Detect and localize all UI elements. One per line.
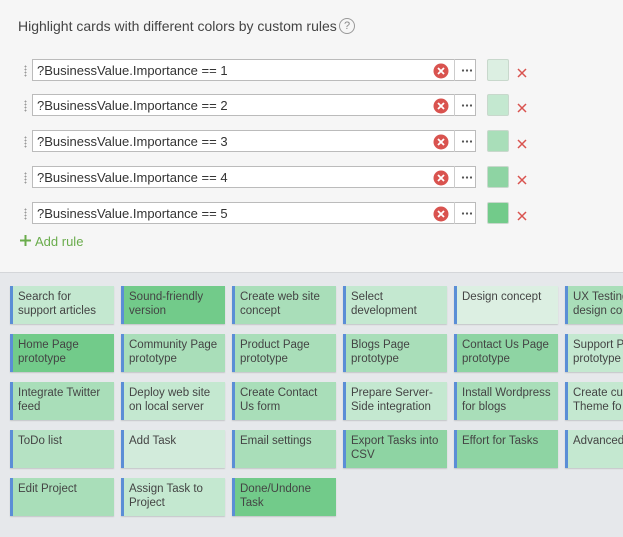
card[interactable]: Select development (343, 286, 447, 324)
rule-expression: ?BusinessValue.Importance == 2 (37, 98, 228, 113)
card[interactable]: Product Page prototype (232, 334, 336, 372)
rule-row: ?BusinessValue.Importance == 1 (0, 59, 623, 83)
color-swatch[interactable] (487, 130, 509, 152)
delete-rule[interactable] (517, 208, 527, 226)
card[interactable]: Search for support articles (10, 286, 114, 324)
help-icon[interactable]: ? (339, 18, 355, 34)
card[interactable]: Contact Us Page prototype (454, 334, 558, 372)
rule-input[interactable]: ?BusinessValue.Importance == 2 (32, 94, 476, 116)
delete-rule[interactable] (517, 65, 527, 83)
drag-handle[interactable] (24, 208, 27, 220)
color-swatch[interactable] (487, 59, 509, 81)
card[interactable]: Done/Undone Task (232, 478, 336, 516)
card[interactable]: Community Page prototype (121, 334, 225, 372)
drag-handle[interactable] (24, 65, 27, 77)
rule-expression: ?BusinessValue.Importance == 1 (37, 63, 228, 78)
rule-row: ?BusinessValue.Importance == 2 (0, 94, 623, 118)
more-button[interactable] (454, 94, 477, 116)
more-button[interactable] (454, 166, 477, 188)
color-swatch[interactable] (487, 166, 509, 188)
card[interactable]: Blogs Page prototype (343, 334, 447, 372)
rule-row: ?BusinessValue.Importance == 5 (0, 202, 623, 226)
card[interactable]: UX Testing design co (565, 286, 623, 324)
card[interactable]: Integrate Twitter feed (10, 382, 114, 420)
board: Search for support articles Sound-friendl… (0, 272, 623, 537)
plus-icon (20, 235, 31, 246)
clear-button[interactable] (433, 170, 449, 191)
rule-row: ?BusinessValue.Importance == 3 (0, 130, 623, 154)
card[interactable]: Create cus Theme fo (565, 382, 623, 420)
add-rule-label: Add rule (35, 234, 84, 249)
card[interactable]: Email settings (232, 430, 336, 468)
rule-expression: ?BusinessValue.Importance == 4 (37, 170, 228, 185)
rule-input[interactable]: ?BusinessValue.Importance == 3 (32, 130, 476, 152)
delete-rule[interactable] (517, 172, 527, 190)
card[interactable]: Home Page prototype (10, 334, 114, 372)
card[interactable]: Support P prototype (565, 334, 623, 372)
card[interactable]: ToDo list (10, 430, 114, 468)
title: Highlight cards with different colors by… (18, 18, 337, 34)
rule-expression: ?BusinessValue.Importance == 5 (37, 206, 228, 221)
card[interactable]: Prepare Server-Side integration (343, 382, 447, 420)
card[interactable]: Create Contact Us form (232, 382, 336, 420)
clear-button[interactable] (433, 98, 449, 119)
drag-handle[interactable] (24, 136, 27, 148)
rule-input[interactable]: ?BusinessValue.Importance == 1 (32, 59, 476, 81)
rule-input[interactable]: ?BusinessValue.Importance == 4 (32, 166, 476, 188)
clear-button[interactable] (433, 206, 449, 227)
card[interactable]: Effort for Tasks (454, 430, 558, 468)
rule-expression: ?BusinessValue.Importance == 3 (37, 134, 228, 149)
delete-rule[interactable] (517, 100, 527, 118)
card[interactable]: Advanced API (565, 430, 623, 468)
card[interactable]: Edit Project (10, 478, 114, 516)
drag-handle[interactable] (24, 172, 27, 184)
clear-button[interactable] (433, 134, 449, 155)
rule-input[interactable]: ?BusinessValue.Importance == 5 (32, 202, 476, 224)
card[interactable]: Assign Task to Project (121, 478, 225, 516)
clear-button[interactable] (433, 63, 449, 84)
card[interactable]: Install Wordpress for blogs (454, 382, 558, 420)
card[interactable]: Design concept (454, 286, 558, 324)
color-swatch[interactable] (487, 94, 509, 116)
rule-row: ?BusinessValue.Importance == 4 (0, 166, 623, 190)
card[interactable]: Deploy web site on local server (121, 382, 225, 420)
card[interactable]: Export Tasks into CSV (343, 430, 447, 468)
card[interactable]: Sound-friendly version (121, 286, 225, 324)
more-button[interactable] (454, 59, 477, 81)
delete-rule[interactable] (517, 136, 527, 154)
card[interactable]: Create web site concept (232, 286, 336, 324)
drag-handle[interactable] (24, 100, 27, 112)
color-swatch[interactable] (487, 202, 509, 224)
card[interactable]: Add Task (121, 430, 225, 468)
more-button[interactable] (454, 202, 477, 224)
more-button[interactable] (454, 130, 477, 152)
add-rule[interactable]: Add rule (20, 234, 83, 249)
